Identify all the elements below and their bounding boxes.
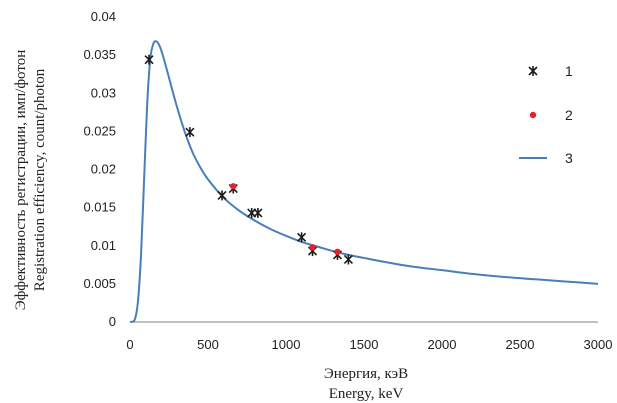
series-1-point (217, 190, 227, 201)
legend-item-2: 2 (529, 107, 573, 123)
x-tick-label: 1000 (272, 337, 301, 352)
x-tick-label: 1500 (350, 337, 379, 352)
x-tick-label: 500 (197, 337, 219, 352)
x-tick-labels: 0 500 1000 1500 2000 2500 3000 (126, 337, 612, 352)
legend-item-1: 1 (528, 63, 573, 79)
legend-label: 1 (565, 63, 573, 79)
y-tick-label: 0.01 (91, 238, 116, 253)
y-tick-labels: 0 0.005 0.01 0.015 0.02 0.025 0.03 0.035 0.04 (83, 9, 116, 329)
y-tick-label: 0.03 (91, 85, 116, 100)
y-tick-label: 0.035 (83, 47, 116, 62)
series-1-point (343, 254, 353, 265)
y-tick-label: 0.005 (83, 276, 116, 291)
x-tick-label: 3000 (584, 337, 613, 352)
series-3-line (129, 40, 599, 323)
legend-label: 2 (565, 107, 573, 123)
fit-curve (129, 40, 599, 323)
series-1-point (185, 127, 195, 138)
y-axis-title-ru: Эффективность регистрации, имп/фотон (13, 50, 29, 310)
legend-swatch (528, 66, 538, 76)
legend-item-3: 3 (519, 150, 573, 166)
series-1-point (297, 232, 307, 243)
y-tick-label: 0.015 (83, 200, 116, 215)
series-2-point (334, 248, 341, 256)
data-points (144, 54, 353, 265)
series-2-point (230, 183, 237, 190)
series-1-point (144, 54, 154, 65)
x-tick-label: 2000 (428, 337, 457, 352)
legend: 1 2 3 (519, 63, 573, 166)
y-tick-label: 0.02 (91, 162, 116, 177)
x-axis-title-ru: Энергия, кэВ (324, 366, 408, 382)
x-axis-title-en: Energy, keV (329, 386, 404, 402)
y-tick-label: 0 (109, 314, 116, 329)
y-tick-label: 0.04 (91, 9, 116, 24)
y-tick-label: 0.025 (83, 123, 116, 138)
legend-swatch (529, 111, 537, 119)
x-tick-label: 2500 (506, 337, 535, 352)
x-tick-label: 0 (126, 337, 133, 352)
series-2-point (309, 244, 316, 251)
series-1-point (253, 207, 263, 218)
y-axis-title-en: Registration efficiency, count/photon (32, 68, 48, 291)
legend-label: 3 (565, 150, 573, 166)
